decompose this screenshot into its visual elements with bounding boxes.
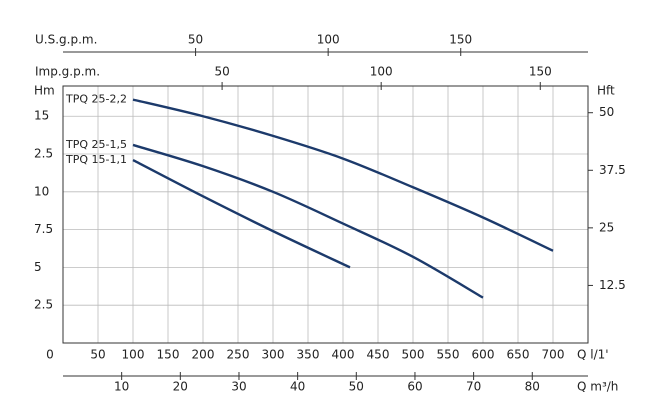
tick-label: 60	[407, 380, 422, 394]
x-tick-label: 600	[472, 348, 495, 362]
tick-label: 40	[290, 380, 305, 394]
x-tick-label: 450	[367, 348, 390, 362]
tick-label: 100	[317, 33, 340, 47]
y-tick-label: 10	[34, 184, 49, 198]
y2-tick-label: 37.5	[599, 163, 626, 177]
x-axis-label: Q l/1'	[577, 348, 609, 362]
y2-tick-label: 12.5	[599, 278, 626, 292]
x-tick-label: 500	[402, 348, 425, 362]
curve-label: TPQ 25-2,2	[65, 93, 127, 106]
axis-label: Imp.g.p.m.	[35, 65, 100, 79]
x-tick-label: 200	[192, 348, 215, 362]
x-tick-label: 250	[227, 348, 250, 362]
tick-label: 100	[370, 65, 393, 79]
tick-label: 150	[529, 65, 552, 79]
tick-label: 50	[188, 33, 203, 47]
x-tick-label: 650	[507, 348, 530, 362]
y-tick-label: 7.5	[34, 222, 53, 236]
y-tick-label: 2.5	[34, 298, 53, 312]
x-tick-label: 300	[262, 348, 285, 362]
x-tick-label: 400	[332, 348, 355, 362]
tick-label: 150	[449, 33, 472, 47]
axis-label: U.S.g.p.m.	[35, 33, 97, 47]
y2-axis-label: Hft	[597, 84, 615, 98]
x-tick-label: 50	[90, 348, 105, 362]
x-tick-label: 100	[122, 348, 145, 362]
x-tick-label: 700	[542, 348, 565, 362]
x-tick-label: 350	[297, 348, 320, 362]
tick-label: 50	[214, 65, 229, 79]
tick-label: 20	[173, 380, 188, 394]
pump-curve	[132, 98, 554, 252]
tick-label: 10	[114, 380, 129, 394]
curve-label: TPQ 25-1,5	[65, 138, 127, 151]
axis-label: Q m³/h	[577, 380, 618, 394]
y2-tick-label: 25	[599, 220, 614, 234]
x-tick-label: 0	[46, 348, 54, 362]
y2-tick-label: 50	[599, 105, 614, 119]
pump-curve	[132, 159, 351, 269]
curve-label: TPQ 15-1,1	[65, 153, 127, 166]
y-tick-label: 15	[34, 109, 49, 123]
y-tick-label: 5	[34, 260, 42, 274]
x-tick-label: 150	[157, 348, 180, 362]
pump-curve	[132, 143, 484, 299]
tick-label: 50	[349, 380, 364, 394]
x-tick-label: 550	[437, 348, 460, 362]
y-tick-label: 2.5	[34, 147, 53, 161]
tick-label: 80	[525, 380, 540, 394]
tick-label: 30	[231, 380, 246, 394]
tick-label: 70	[466, 380, 481, 394]
y-axis-label: Hm	[34, 84, 55, 98]
